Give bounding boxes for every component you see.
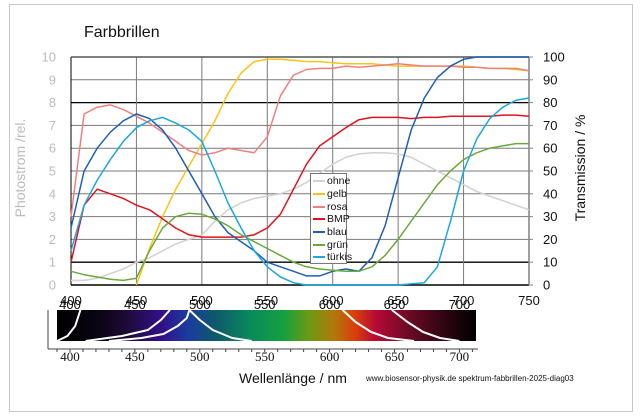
spectrum-bottom-tick: 550 <box>255 349 275 364</box>
spectrum-bar: 400 400 450 450 500 500 550 550 600 600 650 650 700 7… <box>47 297 478 364</box>
y-right-tick: 80 <box>543 95 557 110</box>
spectrum-top-tick: 500 <box>189 297 211 312</box>
spectrum-bottom-tick: 600 <box>320 349 340 364</box>
legend-item: blau <box>313 226 347 239</box>
spectrum-top-tick: 700 <box>449 297 471 312</box>
spectrum-top-tick: 650 <box>384 297 406 312</box>
x-tick: 450 <box>126 293 148 308</box>
x-tick: 550 <box>256 293 278 308</box>
legend-item: BMP <box>313 213 350 226</box>
spectrum-bottom-tick: 500 <box>190 349 210 364</box>
y-right-tick: 30 <box>543 209 557 224</box>
y-right-tick: 100 <box>543 50 565 65</box>
legend-item: türkis <box>313 251 352 264</box>
legend-label: BMP <box>327 213 350 226</box>
y-left-tick: 2 <box>49 232 56 247</box>
y-right-tick: 50 <box>543 164 557 179</box>
y-left-tick: 0 <box>49 278 56 293</box>
y-right-tick: 90 <box>543 72 557 87</box>
series-türkis <box>70 97 530 286</box>
legend-swatch-icon <box>313 256 325 259</box>
spectrum-top-tick: 400 <box>59 297 81 312</box>
legend-swatch-icon <box>313 205 325 208</box>
legend-label: türkis <box>327 251 353 264</box>
spectrum-top-tick: 450 <box>124 297 146 312</box>
credit-text: www.biosensor-physik.de spektrum-fabbril… <box>366 374 574 383</box>
spectrum-top-tick: 550 <box>254 297 276 312</box>
legend-swatch-icon <box>313 218 325 221</box>
x-tick: 650 <box>387 293 409 308</box>
series-BMP <box>70 114 530 263</box>
series-grün <box>70 142 529 282</box>
legend-label: gelb <box>327 188 347 201</box>
x-tick: 500 <box>191 293 213 308</box>
legend: ohne gelb rosa BMP blau grün türkis <box>310 173 352 264</box>
legend-label: ohne <box>327 175 351 188</box>
x-tick: 750 <box>518 293 540 308</box>
legend-swatch-icon <box>313 193 325 196</box>
series-blau <box>70 56 529 277</box>
spectrum-bottom-tick: 650 <box>385 349 405 364</box>
y-left-tick: 5 <box>49 164 56 179</box>
legend-label: blau <box>327 226 347 239</box>
chart-title: Farbbrillen <box>84 24 160 41</box>
y-left-tick: 1 <box>49 255 56 270</box>
legend-item: grün <box>313 238 349 251</box>
x-tick: 700 <box>453 293 475 308</box>
legend-item: ohne <box>313 175 350 188</box>
spectrum-bottom-tick: 400 <box>60 349 80 364</box>
x-tick: 600 <box>322 293 344 308</box>
legend-item: rosa <box>313 200 348 213</box>
series-ohne <box>71 152 530 282</box>
y-left-tick: 10 <box>42 50 56 65</box>
legend-swatch-icon <box>313 231 325 234</box>
legend-label: grün <box>327 238 349 251</box>
x-tick: 400 <box>60 293 82 308</box>
y-left-tick: 9 <box>49 72 56 87</box>
y-right-tick: 70 <box>543 118 557 133</box>
x-axis-label: Wellenlänge / nm <box>239 370 347 386</box>
series-gelb <box>135 58 530 286</box>
y-right-tick: 40 <box>543 186 557 201</box>
series-lines <box>70 56 530 286</box>
legend-label: rosa <box>327 200 348 213</box>
y-left-tick: 6 <box>49 141 56 156</box>
y-right-tick: 60 <box>543 141 557 156</box>
legend-swatch-icon <box>313 180 325 183</box>
y-right-tick: 10 <box>543 255 557 270</box>
spectrum-top-tick: 600 <box>319 297 341 312</box>
legend-item: gelb <box>313 188 347 201</box>
y-left-tick: 7 <box>49 118 56 133</box>
y-left-tick: 4 <box>49 186 56 201</box>
legend-swatch-icon <box>313 243 325 246</box>
grid-lines <box>70 56 530 286</box>
spectrum-bottom-tick: 700 <box>450 349 470 364</box>
y-left-tick: 8 <box>49 95 56 110</box>
spectrum-bottom-tick: 450 <box>125 349 145 364</box>
y-left-tick: 3 <box>49 209 56 224</box>
y-right-tick: 20 <box>543 232 557 247</box>
y-right-tick: 0 <box>543 278 550 293</box>
